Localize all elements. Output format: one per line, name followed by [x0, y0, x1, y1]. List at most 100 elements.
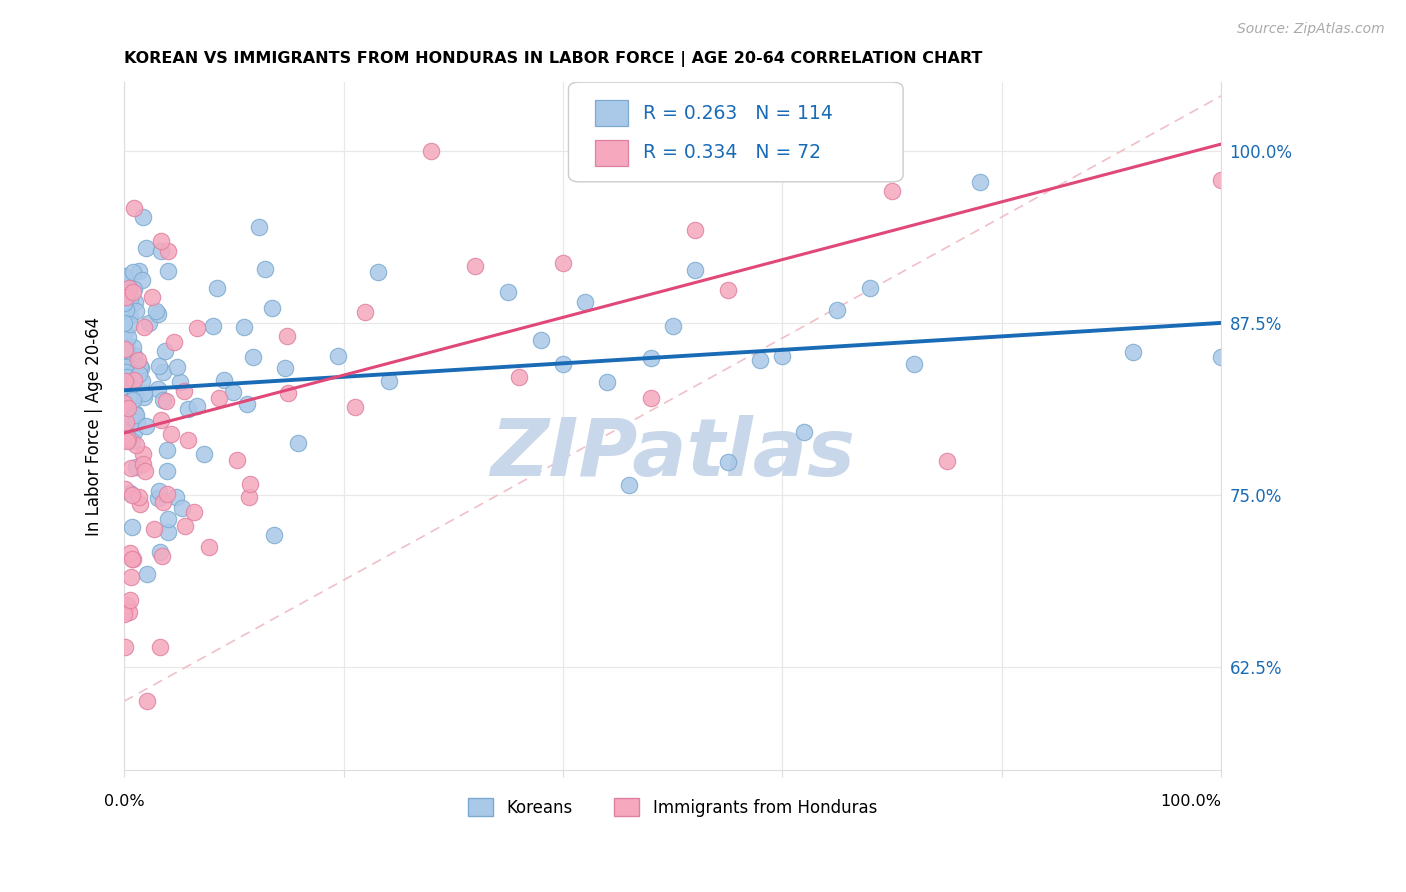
- Point: [157, 525, 180, 540]
- FancyBboxPatch shape: [595, 139, 627, 166]
- Point: [114, 416, 136, 430]
- Point: [148, 307, 170, 321]
- Point: [114, 482, 136, 496]
- Text: R = 0.334   N = 72: R = 0.334 N = 72: [643, 143, 821, 162]
- Point: [114, 640, 136, 655]
- Text: KOREAN VS IMMIGRANTS FROM HONDURAS IN LABOR FORCE | AGE 20-64 CORRELATION CHART: KOREAN VS IMMIGRANTS FROM HONDURAS IN LA…: [124, 51, 983, 67]
- Point: [749, 353, 772, 368]
- Point: [193, 446, 215, 460]
- Point: [120, 570, 142, 584]
- Point: [112, 352, 135, 367]
- Point: [212, 373, 235, 387]
- Point: [156, 487, 179, 501]
- Point: [1211, 350, 1233, 364]
- Point: [120, 292, 142, 306]
- Text: Source: ZipAtlas.com: Source: ZipAtlas.com: [1237, 22, 1385, 37]
- Point: [1122, 345, 1144, 359]
- Text: 100.0%: 100.0%: [1160, 794, 1222, 809]
- Point: [132, 391, 155, 405]
- Point: [152, 495, 174, 509]
- Point: [118, 546, 141, 560]
- Point: [367, 265, 389, 279]
- Point: [122, 201, 145, 215]
- Point: [115, 347, 138, 361]
- Point: [115, 359, 138, 374]
- Point: [202, 319, 225, 334]
- Point: [260, 301, 283, 315]
- Point: [135, 694, 157, 708]
- Point: [177, 433, 200, 447]
- Point: [148, 483, 170, 498]
- Point: [157, 511, 180, 525]
- Text: 0.0%: 0.0%: [104, 794, 145, 809]
- Point: [120, 392, 142, 407]
- Legend: Koreans, Immigrants from Honduras: Koreans, Immigrants from Honduras: [461, 791, 884, 823]
- Point: [134, 464, 156, 478]
- Point: [186, 399, 208, 413]
- Point: [172, 500, 194, 515]
- Point: [160, 427, 183, 442]
- Point: [156, 264, 179, 278]
- Point: [122, 282, 145, 296]
- Point: [136, 567, 159, 582]
- Point: [117, 401, 139, 415]
- Point: [149, 640, 172, 655]
- Point: [242, 350, 264, 364]
- Point: [122, 348, 145, 362]
- Point: [135, 241, 157, 255]
- Point: [115, 289, 138, 303]
- Point: [125, 459, 148, 474]
- Point: [114, 324, 136, 338]
- Point: [574, 294, 596, 309]
- Point: [132, 320, 155, 334]
- Point: [617, 478, 640, 492]
- Point: [169, 375, 191, 389]
- Point: [115, 370, 138, 384]
- Point: [683, 223, 706, 237]
- Point: [354, 305, 377, 319]
- Point: [132, 447, 155, 461]
- Point: [378, 374, 401, 388]
- Point: [124, 295, 146, 310]
- Point: [112, 607, 135, 621]
- Point: [263, 528, 285, 542]
- Point: [120, 376, 142, 391]
- Point: [118, 309, 141, 323]
- Point: [121, 265, 143, 279]
- Point: [148, 491, 170, 505]
- Point: [118, 317, 141, 331]
- FancyBboxPatch shape: [595, 100, 627, 126]
- Point: [121, 488, 143, 502]
- Point: [186, 321, 208, 335]
- Point: [882, 184, 904, 198]
- Point: [551, 256, 574, 270]
- Point: [640, 351, 662, 366]
- Point: [276, 328, 298, 343]
- Point: [114, 342, 136, 356]
- Point: [125, 415, 148, 429]
- Point: [128, 263, 150, 277]
- Point: [115, 434, 138, 448]
- Point: [177, 402, 200, 417]
- Point: [152, 366, 174, 380]
- Point: [132, 457, 155, 471]
- Point: [112, 316, 135, 330]
- Point: [152, 392, 174, 407]
- Point: [222, 384, 245, 399]
- Point: [551, 358, 574, 372]
- Point: [640, 391, 662, 405]
- Point: [253, 262, 276, 277]
- Point: [661, 319, 683, 334]
- Point: [208, 391, 231, 405]
- Point: [148, 359, 170, 373]
- Point: [125, 304, 148, 318]
- Point: [120, 461, 142, 475]
- Point: [343, 400, 366, 414]
- Point: [131, 273, 153, 287]
- Point: [112, 296, 135, 310]
- Point: [129, 361, 152, 376]
- Point: [115, 598, 138, 612]
- Point: [683, 263, 706, 277]
- Point: [125, 438, 148, 452]
- Point: [121, 434, 143, 449]
